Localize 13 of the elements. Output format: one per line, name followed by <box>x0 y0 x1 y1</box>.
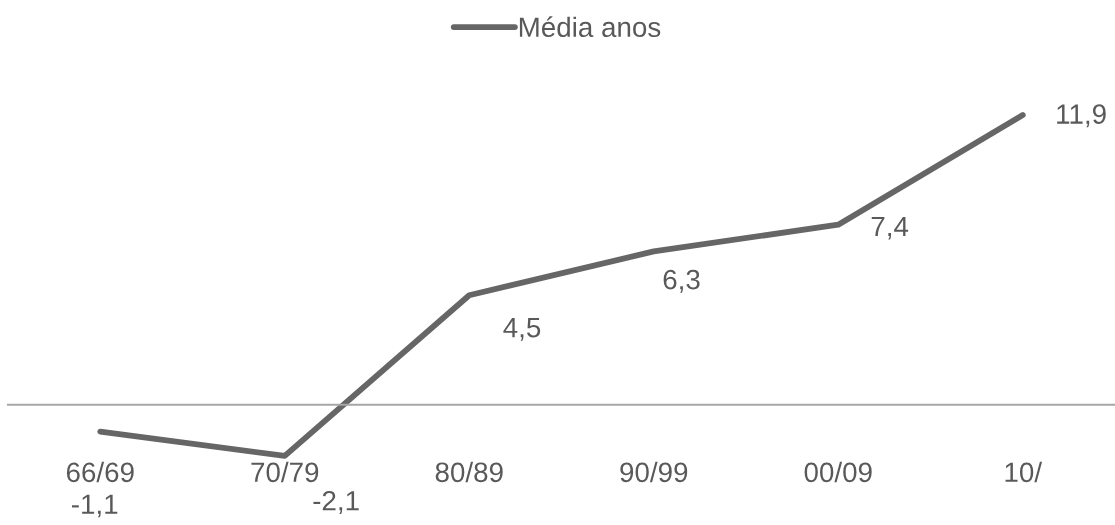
x-tick-label: 10/ <box>1005 461 1043 483</box>
x-tick-label: 00/09 <box>804 461 872 483</box>
data-label: -2,1 <box>313 490 359 514</box>
data-label: 4,5 <box>503 318 541 341</box>
x-tick-label: 66/69 <box>66 461 134 483</box>
data-label: 11,9 <box>1057 104 1106 128</box>
x-tick-label: 90/99 <box>620 461 688 483</box>
x-tick-label: 80/89 <box>435 461 503 483</box>
data-label: 6,3 <box>663 269 700 293</box>
data-label: 7,4 <box>871 216 909 240</box>
data-label: -1,1 <box>72 494 118 518</box>
x-tick-label: 70/79 <box>251 461 319 483</box>
legend-label: Média anos <box>519 16 661 38</box>
